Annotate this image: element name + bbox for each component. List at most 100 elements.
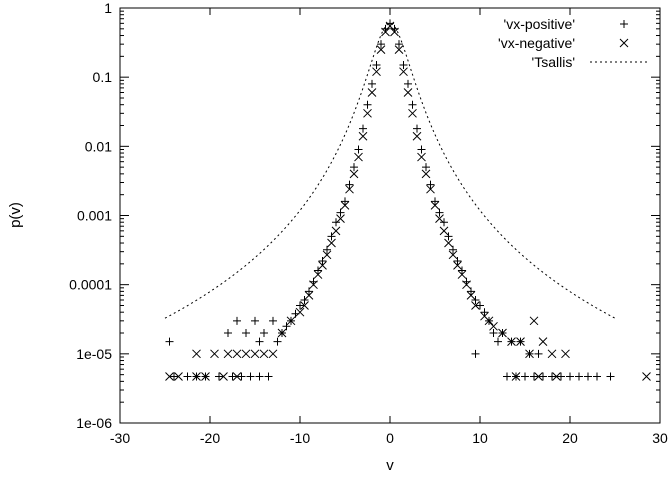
data-point-plus: [426, 180, 435, 189]
data-point-cross: [403, 88, 413, 97]
data-point-cross: [552, 372, 561, 381]
data-point-cross: [232, 372, 242, 381]
data-point-plus: [539, 372, 547, 381]
data-point-plus: [237, 372, 246, 381]
series-vx-positive: [165, 19, 615, 381]
data-point-plus: [395, 40, 403, 49]
data-point-plus: [224, 329, 232, 338]
data-point-cross: [331, 226, 341, 236]
x-tick-label: 30: [652, 430, 668, 446]
data-point-cross: [462, 280, 471, 290]
data-point-cross: [498, 328, 507, 338]
data-point-plus: [327, 232, 336, 241]
data-point-plus: [521, 372, 529, 381]
data-point-plus: [183, 372, 192, 381]
data-point-plus: [593, 372, 601, 381]
data-point-cross: [372, 67, 381, 77]
data-point-cross: [489, 321, 498, 331]
data-point-cross: [219, 372, 228, 381]
legend-label: 'vx-positive': [504, 16, 575, 32]
data-point-cross: [340, 201, 350, 210]
data-point-plus: [467, 287, 475, 296]
data-point-cross: [345, 184, 354, 194]
legend: 'vx-positive' 'vx-negative' 'Tsallis': [498, 16, 650, 70]
data-point-plus: [557, 372, 565, 381]
data-point-plus: [368, 79, 376, 88]
data-point-plus: [255, 337, 264, 346]
data-point-plus: [363, 100, 372, 109]
data-point-plus: [170, 372, 178, 381]
data-point-plus: [242, 329, 250, 338]
data-point-plus: [318, 256, 327, 265]
data-point-plus: [575, 372, 583, 381]
data-point-plus: [341, 197, 349, 206]
data-point-cross: [561, 349, 570, 359]
data-point-cross: [408, 108, 417, 118]
data-point-plus: [228, 372, 237, 381]
data-point-plus: [377, 40, 385, 49]
y-tick-label: 1e-05: [76, 346, 112, 362]
data-point-cross: [399, 67, 408, 77]
data-point-plus: [449, 245, 457, 254]
data-point-cross: [385, 21, 395, 31]
data-point-plus: [404, 79, 412, 88]
data-point-plus: [246, 372, 255, 381]
data-point-plus: [296, 301, 304, 310]
data-point-cross: [354, 152, 363, 162]
x-tick-label: -30: [110, 430, 130, 446]
data-point-plus: [354, 145, 363, 154]
data-point-cross: [259, 349, 269, 359]
legend-label: 'Tsallis': [532, 54, 575, 70]
data-point-plus: [260, 329, 268, 338]
data-point-plus: [471, 296, 480, 305]
data-point-plus: [408, 100, 417, 109]
data-point-cross: [304, 291, 314, 300]
data-point-cross: [484, 316, 494, 326]
data-point-cross: [232, 349, 242, 359]
data-point-plus: [440, 218, 448, 227]
legend-marker-cross: [619, 38, 629, 48]
data-point-plus: [399, 60, 408, 69]
data-point-cross: [457, 270, 467, 279]
data-point-plus: [251, 316, 259, 325]
x-tick-label: -20: [200, 430, 220, 446]
data-point-cross: [358, 131, 368, 141]
data-point-cross: [453, 261, 462, 270]
data-point-cross: [165, 372, 174, 381]
y-tick-label: 0.1: [93, 69, 113, 85]
y-axis-label: p(v): [7, 202, 24, 228]
x-tick-label: 10: [472, 430, 488, 446]
axis-tick-labels: -30 -20 -10 0 10 20 30 1e-06 1e-05 0.0001 0.001 0.0…: [69, 0, 668, 446]
data-point-cross: [367, 88, 377, 97]
data-point-plus: [494, 337, 502, 346]
data-point-cross: [412, 131, 422, 141]
data-point-plus: [359, 124, 367, 133]
data-point-plus: [534, 349, 543, 358]
data-point-plus: [606, 372, 615, 381]
data-point-plus: [530, 372, 538, 381]
data-point-plus: [476, 301, 484, 310]
data-point-plus: [431, 197, 439, 206]
plot-frame: [119, 7, 661, 424]
y-tick-label: 0.01: [85, 138, 112, 154]
data-point-plus: [314, 266, 322, 275]
data-point-cross: [210, 349, 219, 359]
data-point-cross: [174, 372, 183, 381]
data-point-cross: [430, 201, 440, 210]
data-point-plus: [503, 372, 511, 381]
data-point-plus: [269, 316, 277, 325]
data-point-plus: [332, 218, 340, 227]
data-point-plus: [350, 163, 358, 172]
data-point-plus: [233, 316, 241, 325]
y-tick-label: 0.001: [77, 208, 112, 224]
data-point-cross: [268, 349, 278, 359]
data-point-plus: [417, 145, 426, 154]
y-tick-label: 0.0001: [69, 277, 112, 293]
data-point-plus: [300, 296, 309, 305]
data-point-cross: [529, 316, 539, 326]
data-point-cross: [471, 301, 480, 310]
data-point-cross: [313, 270, 323, 279]
x-axis-label: v: [386, 457, 394, 474]
data-point-plus: [435, 208, 444, 217]
